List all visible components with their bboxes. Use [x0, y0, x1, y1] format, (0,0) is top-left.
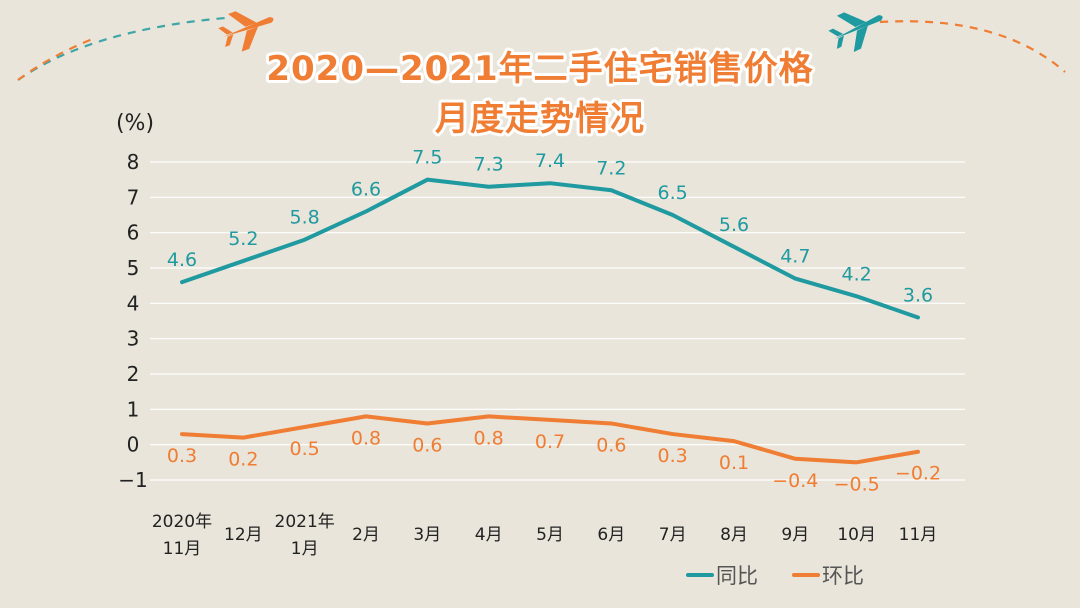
x-tick-label: 9月	[781, 525, 809, 545]
data-label-mom: −0.5	[834, 473, 880, 495]
y-tick-label: 1	[127, 397, 140, 421]
data-label-mom: 0.3	[658, 445, 688, 467]
legend-label-mom: 环比	[822, 564, 864, 588]
legend-label-yoy: 同比	[716, 564, 758, 588]
data-label-yoy: 7.3	[474, 154, 504, 176]
x-tick-label: 5月	[536, 525, 564, 545]
data-label-mom: 0.5	[290, 438, 320, 460]
x-tick-label: 3月	[413, 525, 441, 545]
y-tick-label: 4	[127, 291, 140, 315]
data-label-mom: 0.6	[412, 434, 442, 456]
series-layer	[180, 177, 920, 465]
x-tick-label: 2021年 1月	[275, 512, 335, 559]
data-label-mom: 0.7	[535, 431, 565, 453]
x-tick-label: 2020年 11月	[152, 512, 212, 559]
data-label-mom: 0.8	[474, 427, 504, 449]
airplane-icon	[218, 11, 274, 52]
data-label-mom: 0.2	[228, 449, 258, 471]
y-axis-ticks: 8 7 6 5 4 3 2 1 0 −1	[118, 150, 147, 492]
data-label-mom: −0.2	[895, 463, 941, 485]
data-label-yoy: 7.4	[535, 150, 565, 172]
y-tick-label: 8	[127, 150, 140, 174]
legend: 同比 环比	[686, 564, 864, 588]
y-axis-unit-label: (%)	[116, 111, 154, 136]
decor-dashed-arc-right	[879, 20, 1066, 73]
y-tick-label: −1	[118, 468, 147, 492]
decor-dashed-arc-left-accent	[17, 36, 96, 81]
x-tick-label: 11月	[899, 525, 938, 545]
chart-title-line2: 月度走势情况	[435, 99, 645, 139]
x-tick-label: 8月	[720, 525, 748, 545]
x-tick-label: 10月	[837, 525, 876, 545]
grid-layer	[150, 161, 965, 481]
series-line-mom	[180, 414, 920, 465]
data-label-mom: 0.3	[167, 445, 197, 467]
data-label-mom: 0.1	[719, 452, 749, 474]
x-tick-label: 6月	[597, 525, 625, 545]
data-label-yoy: 4.6	[167, 249, 197, 271]
data-label-yoy: 7.2	[596, 157, 626, 179]
x-tick-label: 2月	[352, 525, 380, 545]
y-tick-label: 2	[127, 362, 140, 386]
chart-title-line1: 2020—2021年二手住宅销售价格	[266, 49, 813, 89]
y-tick-label: 3	[127, 327, 140, 351]
data-label-yoy: 5.2	[228, 228, 258, 250]
decor-dashed-arc-left	[17, 16, 226, 81]
data-label-yoy: 4.2	[842, 263, 872, 285]
y-tick-label: 5	[127, 256, 140, 280]
data-label-yoy: 6.5	[658, 182, 688, 204]
data-label-yoy: 5.8	[290, 207, 320, 229]
data-label-yoy: 4.7	[780, 246, 810, 268]
x-axis-ticks: 2020年 11月 12月 2021年 1月 2月 3月 4月 5月 6月 7月 8月 9月 10月 11月	[152, 512, 937, 559]
x-tick-label: 12月	[224, 525, 263, 545]
airplane-icon-right	[828, 12, 883, 53]
data-label-yoy: 5.6	[719, 214, 749, 236]
data-label-yoy: 6.6	[351, 178, 381, 200]
data-label-mom: 0.6	[596, 434, 626, 456]
data-label-yoy: 7.5	[412, 147, 442, 169]
data-label-mom: 0.8	[351, 427, 381, 449]
y-tick-label: 0	[127, 433, 140, 457]
data-label-yoy: 3.6	[903, 284, 933, 306]
y-tick-label: 6	[127, 221, 140, 245]
data-labels: 4.6 5.2 5.8 6.6 7.5 7.3 7.4 7.2 6.5 5.6 4.7 4.2 3.6 0…	[167, 147, 941, 496]
x-tick-label: 7月	[659, 525, 687, 545]
data-label-mom: −0.4	[772, 470, 818, 492]
y-tick-label: 7	[127, 185, 140, 209]
x-tick-label: 4月	[475, 525, 503, 545]
series-line-yoy	[180, 177, 920, 320]
